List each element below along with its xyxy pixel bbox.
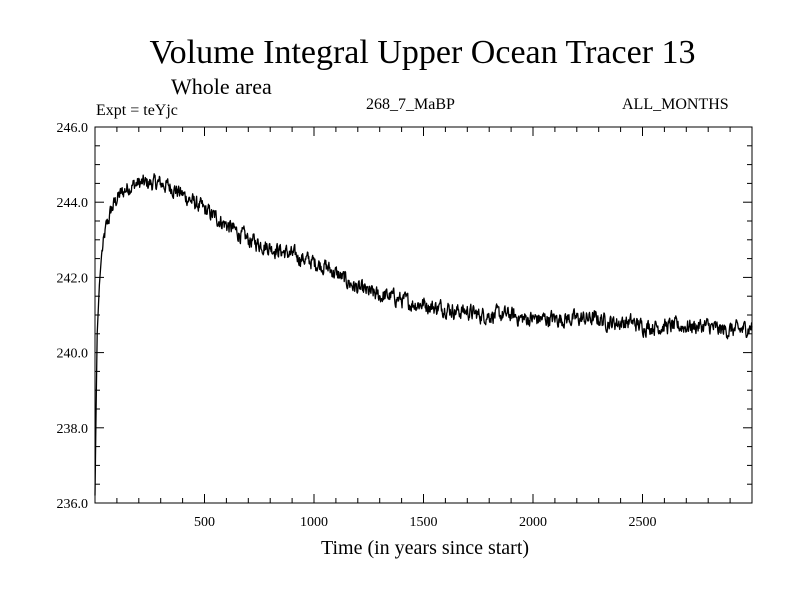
y-tick-label: 236.0 xyxy=(57,497,89,512)
experiment-label: Expt = teYjc xyxy=(96,102,178,119)
x-tick-label: 2500 xyxy=(629,515,657,530)
x-tick-label: 1000 xyxy=(300,515,328,530)
y-tick-label: 240.0 xyxy=(57,347,89,362)
y-tick-label: 242.0 xyxy=(57,271,89,286)
x-tick-label: 2000 xyxy=(519,515,547,530)
chart-subtitle: Whole area xyxy=(171,74,272,99)
y-tick-label: 246.0 xyxy=(57,121,89,136)
chart-title: Volume Integral Upper Ocean Tracer 13 xyxy=(149,34,696,71)
x-tick-label: 500 xyxy=(194,515,215,530)
period-label: ALL_MONTHS xyxy=(622,96,729,113)
series-layer xyxy=(94,173,753,496)
y-tick-label: 244.0 xyxy=(57,196,89,211)
x-axis-label: Time (in years since start) xyxy=(320,537,530,559)
series-line xyxy=(94,173,753,496)
y-tick-label: 238.0 xyxy=(57,422,89,437)
plot-frame xyxy=(94,126,753,504)
axis-ticks xyxy=(95,127,752,503)
run-label: 268_7_MaBP xyxy=(366,96,455,113)
x-tick-label: 1500 xyxy=(410,515,438,530)
axis-tick-labels: 500 1000 1500 2000 2500 236.0 238.0 240.0 242.0 2… xyxy=(57,121,657,530)
